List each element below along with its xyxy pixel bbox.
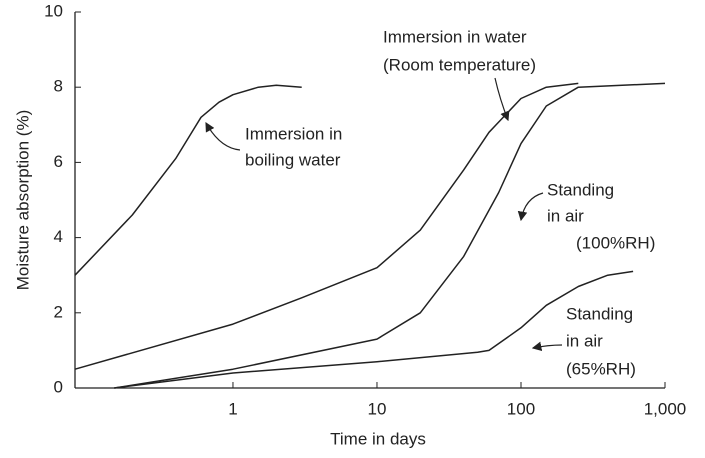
line bbox=[114, 82, 666, 389]
annotation: Immersion in water bbox=[383, 27, 527, 46]
annotation: (100%RH) bbox=[576, 233, 655, 252]
annotation: in air bbox=[547, 206, 584, 225]
arrows bbox=[205, 77, 563, 352]
x-axis-label: Time in days bbox=[330, 429, 426, 448]
x-tick-label: 1 bbox=[228, 399, 237, 418]
annotation: Immersion in bbox=[245, 124, 342, 143]
arrow bbox=[517, 192, 544, 222]
y-tick-label: 2 bbox=[54, 302, 63, 321]
x-tick-label: 1,000 bbox=[644, 399, 687, 418]
annotation: in air bbox=[566, 331, 603, 350]
annotation: Standing bbox=[566, 304, 633, 323]
y-tick-label: 4 bbox=[54, 227, 63, 246]
y-tick-label: 6 bbox=[54, 152, 63, 171]
x-tick-label: 100 bbox=[507, 399, 535, 418]
y-tick-label: 8 bbox=[54, 77, 63, 96]
y-axis-label: Moisture absorption (%) bbox=[13, 110, 32, 290]
y-tick-label: 0 bbox=[54, 377, 63, 396]
y-tick-label: 10 bbox=[44, 1, 63, 20]
annotation: boiling water bbox=[245, 150, 341, 169]
annotation: (Room temperature) bbox=[383, 55, 536, 74]
annotation: (65%RH) bbox=[566, 359, 636, 378]
line bbox=[74, 84, 302, 276]
arrow bbox=[494, 77, 510, 122]
x-tick-label: 10 bbox=[368, 399, 387, 418]
arrow bbox=[531, 341, 563, 352]
line bbox=[114, 270, 634, 389]
annotation: Standing bbox=[547, 180, 614, 199]
line bbox=[74, 82, 579, 370]
arrow bbox=[205, 121, 241, 151]
